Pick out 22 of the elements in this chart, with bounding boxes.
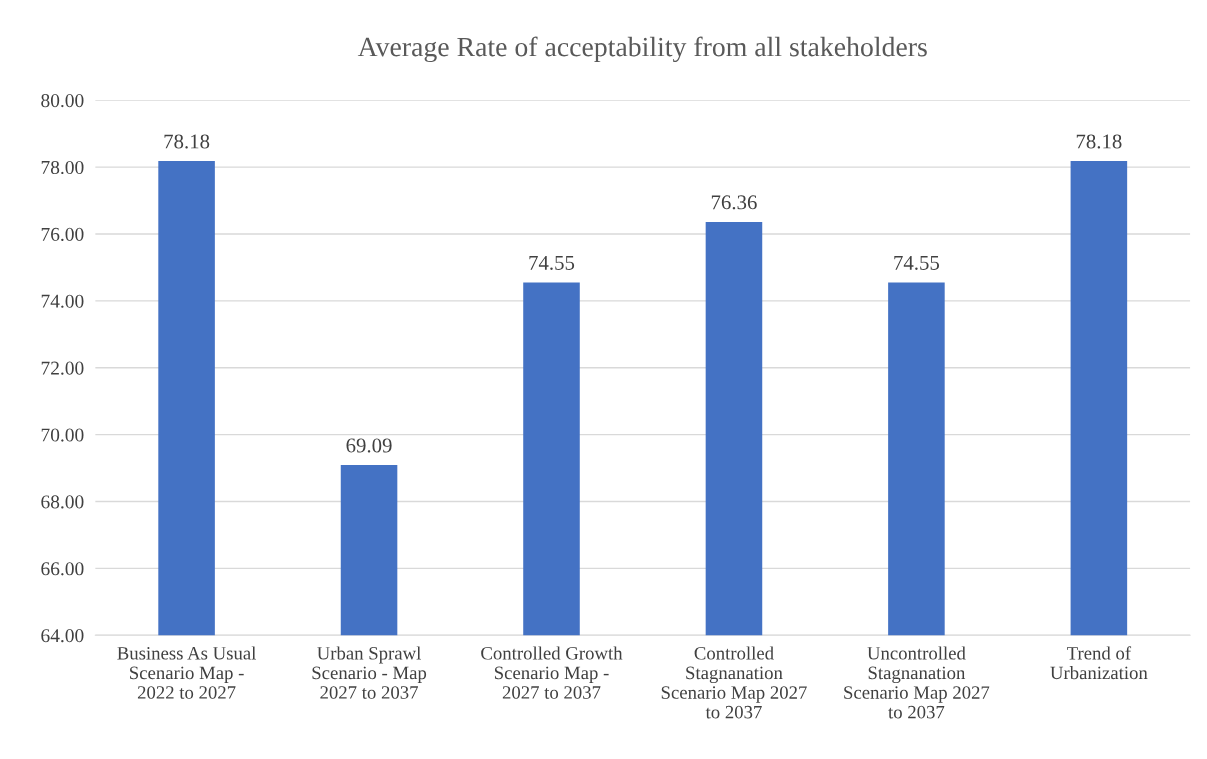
- y-tick-label: 64.00: [41, 629, 84, 643]
- data-label: 76.36: [711, 195, 757, 210]
- x-tick-label: Business As Usual Scenario Map - 2022 to 2027: [117, 646, 256, 699]
- data-label: 69.09: [346, 438, 392, 453]
- y-tick-label: 68.00: [41, 495, 84, 509]
- data-label: 74.55: [894, 255, 940, 270]
- y-tick-label: 66.00: [41, 562, 84, 576]
- x-tick-label: Trend of Urbanization: [1050, 646, 1148, 680]
- y-tick-label: 72.00: [41, 361, 84, 375]
- x-tick-label: Controlled Growth Scenario Map - 2027 to 2037: [481, 646, 623, 699]
- data-label: 78.18: [164, 134, 210, 149]
- x-tick-label: Urban Sprawl Scenario - Map 2027 to 2037: [312, 646, 427, 699]
- data-label: 78.18: [1076, 134, 1122, 149]
- data-label: 74.55: [529, 255, 575, 270]
- y-tick-label: 78.00: [41, 160, 84, 175]
- y-tick-label: 80.00: [41, 94, 84, 108]
- chart-title: Average Rate of acceptability from all stakeholders: [357, 36, 927, 63]
- y-tick-label: 74.00: [41, 294, 84, 308]
- y-tick-label: 76.00: [41, 227, 84, 241]
- x-tick-label: Controlled Stagnanation Scenario Map 2027 to 2037: [661, 646, 807, 719]
- x-tick-label: Uncontrolled Stagnanation Scenario Map 2027 to 2037: [844, 646, 990, 719]
- y-tick-label: 70.00: [41, 428, 84, 442]
